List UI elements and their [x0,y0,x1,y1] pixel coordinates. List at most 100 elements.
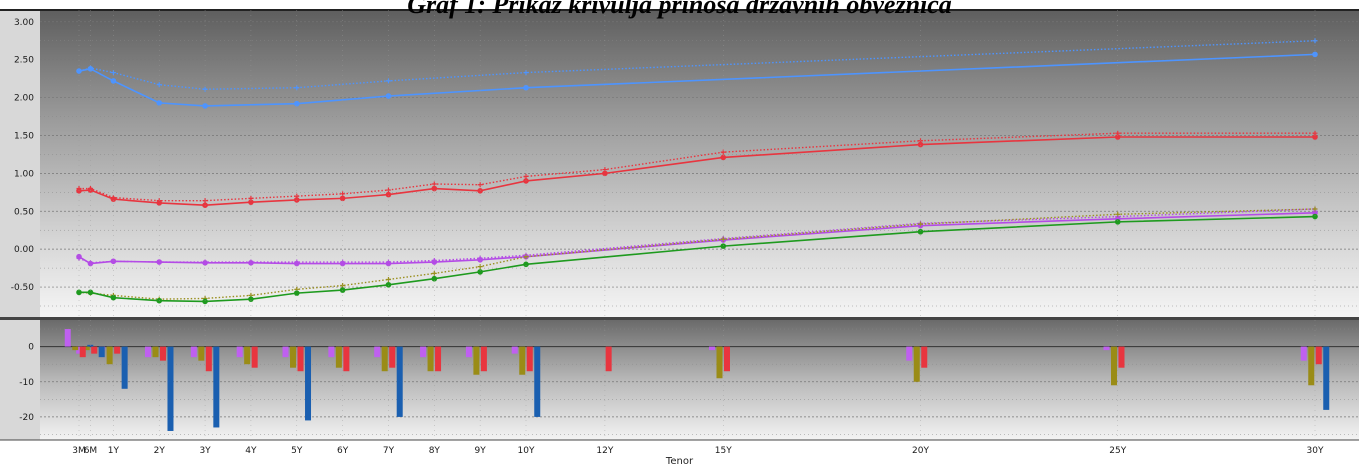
series-marker [477,264,483,270]
series-line [78,211,1316,265]
bar [519,346,526,375]
bar [114,346,121,354]
y-tick-label: 1.50 [14,131,34,141]
series-point [431,259,438,265]
series-point [1312,213,1318,220]
bar [106,346,113,365]
bar [87,344,94,347]
series-point [202,260,208,266]
bar [251,346,258,368]
series-point [293,100,300,107]
bar [1111,346,1117,386]
series-point [523,84,529,91]
series-point [202,298,208,305]
x-tick-label: 3M [72,446,86,456]
y-tick-label: 2.00 [14,94,34,104]
series-line [78,208,1316,264]
series-point [156,259,163,265]
top-panel-background [40,10,1359,317]
bar [921,346,928,368]
bar [724,346,730,372]
bar [913,346,920,382]
bar [526,346,533,372]
bottom-panel-background [40,320,1359,440]
bar [83,346,90,351]
y-tick-label: 2.50 [14,56,34,66]
x-tick-label: 4Y [245,446,257,456]
series-point [1312,134,1318,140]
series-point [431,185,438,192]
y-tick-label: 0 [28,343,34,353]
series-point [1114,134,1121,140]
x-tick-label: 8Y [429,446,441,456]
chart-title: Graf 1: Prikaz krivulja prinosa državnih… [407,0,952,19]
series-marker [294,85,300,91]
series-point [87,289,94,296]
x-tick-label: 6M [84,446,98,456]
bar [198,346,205,361]
bar [335,346,342,368]
series-point [110,294,117,301]
series-point [720,243,727,249]
series-point [248,296,254,302]
x-tick-label: 15Y [715,446,732,456]
panel-separator [0,317,1359,320]
series-point [385,93,392,99]
x-tick-label: 6Y [337,446,349,456]
bar [144,346,151,358]
bar [465,346,472,358]
y-tick-label: -10 [19,378,34,388]
bar [305,346,312,421]
series-point [293,290,300,296]
series-point [477,269,483,275]
bar [1308,346,1315,386]
series-point [477,256,483,263]
x-tick-label: 5Y [291,446,303,456]
bar [190,346,197,358]
series-point [76,289,82,296]
bar [1103,346,1110,351]
series-point [293,197,300,203]
bar [420,346,427,358]
x-axis-label: Tenor [665,456,694,467]
bar [427,346,434,372]
series-line [79,215,1316,303]
bar [1323,346,1330,410]
x-tick-label: 25Y [1109,446,1126,456]
series-point [917,141,924,148]
x-tick-label: 20Y [912,446,929,456]
series-point [293,260,300,267]
series-marker [156,82,162,88]
series-point [87,260,94,267]
series-marker [385,276,391,282]
y-tick-label: 0.50 [14,207,34,217]
series-point [385,191,392,198]
bar [389,346,396,368]
series-point [1114,219,1121,225]
bar [374,346,381,358]
series-point [110,258,117,265]
series-point [76,68,82,74]
x-tick-label: 30Y [1307,446,1324,456]
bar [121,346,128,389]
bar [906,346,913,361]
bar [709,346,715,351]
bar [159,346,166,361]
series-point [431,275,438,282]
x-tick-label: 3Y [199,446,211,456]
series-point [87,65,94,72]
top-axis-background [0,10,40,317]
series-point [110,196,117,202]
bar [716,346,723,379]
bar [511,346,518,354]
x-tick-label: 7Y [383,446,395,456]
series-marker [477,182,483,188]
y-tick-label: 0.00 [14,245,34,255]
series-point [602,170,608,177]
bar [435,346,442,372]
bar [1300,346,1307,361]
bar [79,346,86,358]
bar [297,346,304,372]
series-point [156,200,163,206]
